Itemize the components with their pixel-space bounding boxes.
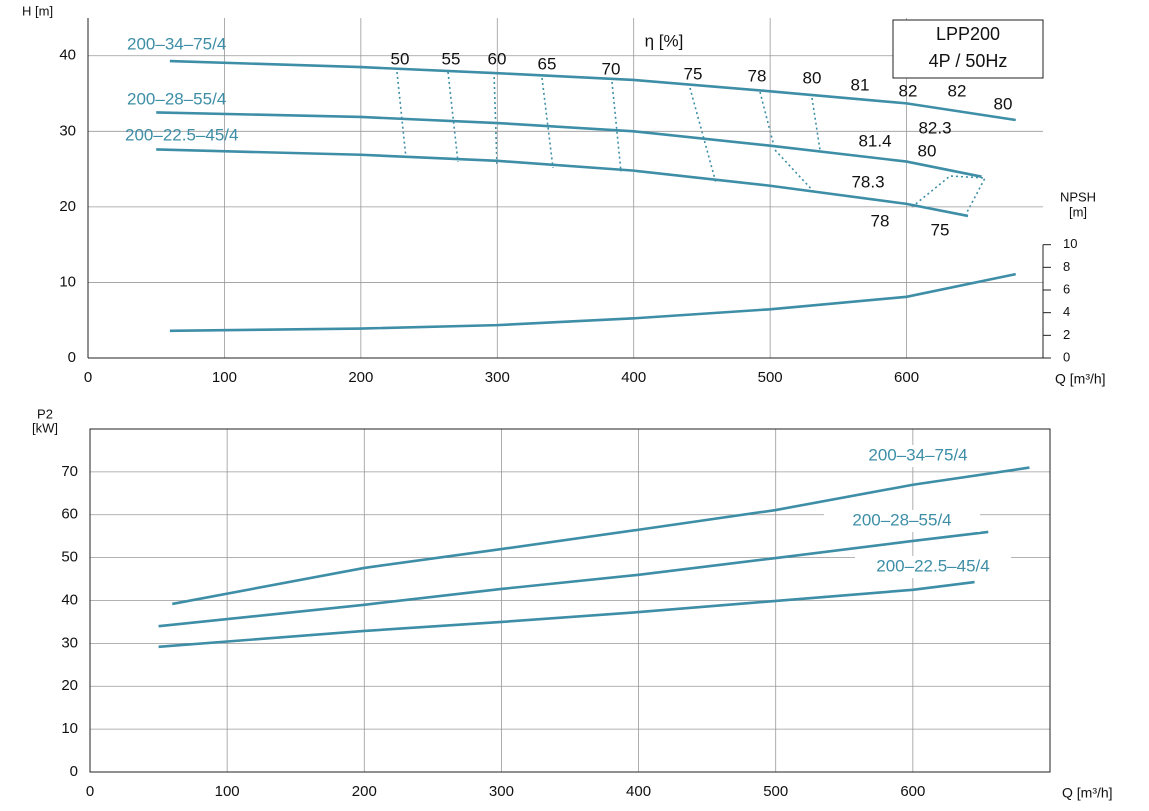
y-tick-label: 10: [59, 273, 76, 290]
series-line: [156, 148, 969, 218]
efficiency-label: 75: [931, 220, 950, 239]
iso-line: [811, 97, 821, 151]
model-box: [892, 19, 1044, 79]
efficiency-label: 55: [442, 49, 461, 68]
iso-efficiency-lines: [396, 71, 987, 217]
y-axis-label: [kW]: [32, 420, 58, 435]
series-label: 200–22.5–45/4: [876, 556, 989, 575]
x-tick-label: 400: [621, 369, 646, 386]
y-tick-label: 0: [70, 763, 78, 780]
x-tick-label: 200: [352, 783, 377, 800]
efficiency-label: 82: [948, 81, 967, 100]
efficiency-label: 78: [748, 66, 767, 85]
x-tick-label: 0: [84, 369, 92, 386]
y-tick-label: 70: [61, 463, 78, 480]
series-line: [169, 272, 1016, 333]
iso-line: [689, 87, 717, 184]
iso-line: [396, 71, 407, 159]
efficiency-label: 70: [602, 59, 621, 78]
x-tick-label: 0: [86, 783, 94, 800]
series-label: 200–34–75/4: [127, 34, 226, 53]
y2-tick-label: 2: [1063, 327, 1070, 342]
efficiency-label: 60: [488, 49, 507, 68]
y-tick-label: 30: [59, 122, 76, 139]
y-tick-label: 0: [68, 349, 76, 366]
x-axis-label: Q [m³/h]: [1055, 371, 1106, 387]
series-label: 200–22.5–45/4: [125, 125, 238, 144]
iso-line: [611, 81, 622, 173]
series-line: [172, 466, 1030, 606]
y2-tick-label: 0: [1063, 349, 1070, 364]
y2-tick-label: 8: [1063, 259, 1070, 274]
y-axis-label: H [m]: [22, 3, 53, 18]
series-label: 200–34–75/4: [868, 445, 967, 464]
efficiency-label: 80: [994, 94, 1013, 113]
model-box-text: 4P / 50Hz: [929, 51, 1008, 71]
efficiency-label: 65: [538, 54, 557, 73]
iso-line: [447, 71, 459, 163]
y-tick-label: 40: [59, 47, 76, 64]
y2-tick-label: 6: [1063, 281, 1070, 296]
x-tick-label: 300: [489, 783, 514, 800]
efficiency-label: 82.3: [918, 118, 951, 137]
x-axis-label: Q [m³/h]: [1062, 785, 1113, 801]
y-tick-label: 30: [61, 634, 78, 651]
y-tick-label: 40: [61, 591, 78, 608]
efficiency-label: 82: [899, 81, 918, 100]
series-label: 200–28–55/4: [852, 510, 951, 529]
x-tick-label: 300: [485, 369, 510, 386]
y2-axis-label: [m]: [1069, 204, 1087, 219]
series-line: [156, 111, 982, 178]
y-tick-label: 20: [59, 198, 76, 215]
efficiency-label: 78: [871, 211, 890, 230]
x-tick-label: 100: [215, 783, 240, 800]
series-label-bg: [824, 510, 980, 532]
x-tick-label: 500: [763, 783, 788, 800]
eta-label: η [%]: [645, 31, 684, 50]
efficiency-label: 75: [684, 64, 703, 83]
x-tick-label: 200: [348, 369, 373, 386]
series-label-bg: [855, 556, 1011, 578]
x-tick-label: 100: [212, 369, 237, 386]
series-line: [158, 580, 975, 649]
y2-tick-label: 10: [1063, 236, 1077, 251]
series-label: 200–28–55/4: [127, 89, 226, 108]
series-label-bg: [840, 445, 996, 467]
x-tick-label: 400: [626, 783, 651, 800]
y2-axis-label: NPSH: [1060, 189, 1096, 204]
x-tick-label: 500: [758, 369, 783, 386]
efficiency-label: 50: [391, 49, 410, 68]
y-axis-label: P2: [37, 406, 53, 421]
y-tick-label: 60: [61, 506, 78, 523]
model-box-text: LPP200: [936, 24, 1000, 44]
y-tick-label: 50: [61, 549, 78, 566]
iso-line: [493, 71, 498, 167]
efficiency-label: 78.3: [851, 172, 884, 191]
y-tick-label: 20: [61, 677, 78, 694]
iso-line: [911, 175, 987, 217]
x-tick-label: 600: [900, 783, 925, 800]
efficiency-label: 81.4: [858, 131, 891, 150]
series-line: [169, 59, 1016, 122]
efficiency-label: 80: [803, 68, 822, 87]
efficiency-label: 80: [918, 141, 937, 160]
iso-line: [541, 77, 554, 169]
plot-frame: [89, 428, 1051, 773]
x-tick-label: 600: [894, 369, 919, 386]
efficiency-label: 81: [851, 75, 870, 94]
y-tick-label: 10: [61, 720, 78, 737]
series-line: [158, 530, 989, 628]
iso-line: [759, 91, 816, 194]
y2-tick-label: 4: [1063, 304, 1070, 319]
